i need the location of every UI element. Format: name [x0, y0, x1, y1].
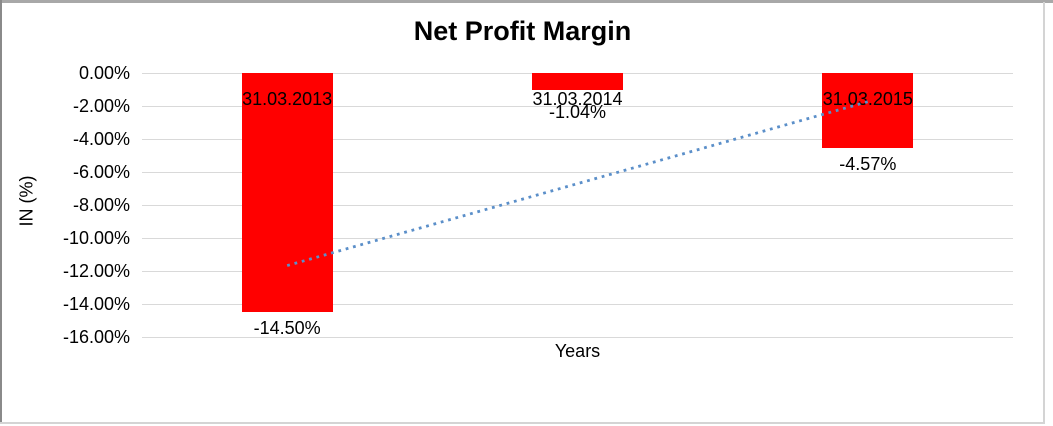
category-label: 31.03.2015: [822, 89, 913, 109]
chart-frame-right-border: [1043, 2, 1045, 424]
chart-frame-left-border: [0, 0, 2, 424]
y-axis-tick-label: -4.00%: [72, 129, 130, 149]
bar-31.03.2014: [532, 73, 623, 90]
y-axis-tick-label: -8.00%: [72, 195, 130, 215]
chart-title: Net Profit Margin: [413, 16, 632, 46]
data-label: -1.04%: [548, 102, 607, 122]
gridline: [142, 271, 1013, 272]
y-axis-tick-label: 0.00%: [78, 63, 130, 83]
category-label: 31.03.2013: [242, 89, 333, 109]
gridline: [142, 337, 1013, 338]
chart-frame-bottom-border: [0, 422, 1045, 424]
y-axis-tick-label: -2.00%: [72, 96, 130, 116]
gridline: [142, 304, 1013, 305]
data-label: -14.50%: [253, 318, 321, 338]
chart-frame-top-border: [0, 0, 1053, 3]
bar-31.03.2015: [822, 73, 913, 148]
y-axis-tick-label: -14.00%: [62, 294, 130, 314]
y-axis-tick-label: -16.00%: [62, 327, 130, 347]
y-axis-tick-label: -10.00%: [62, 228, 130, 248]
y-axis-tick-label: -6.00%: [72, 162, 130, 182]
y-axis-tick-label: -12.00%: [62, 261, 130, 281]
x-axis-title: Years: [554, 341, 601, 361]
data-label: -4.57%: [839, 154, 897, 174]
